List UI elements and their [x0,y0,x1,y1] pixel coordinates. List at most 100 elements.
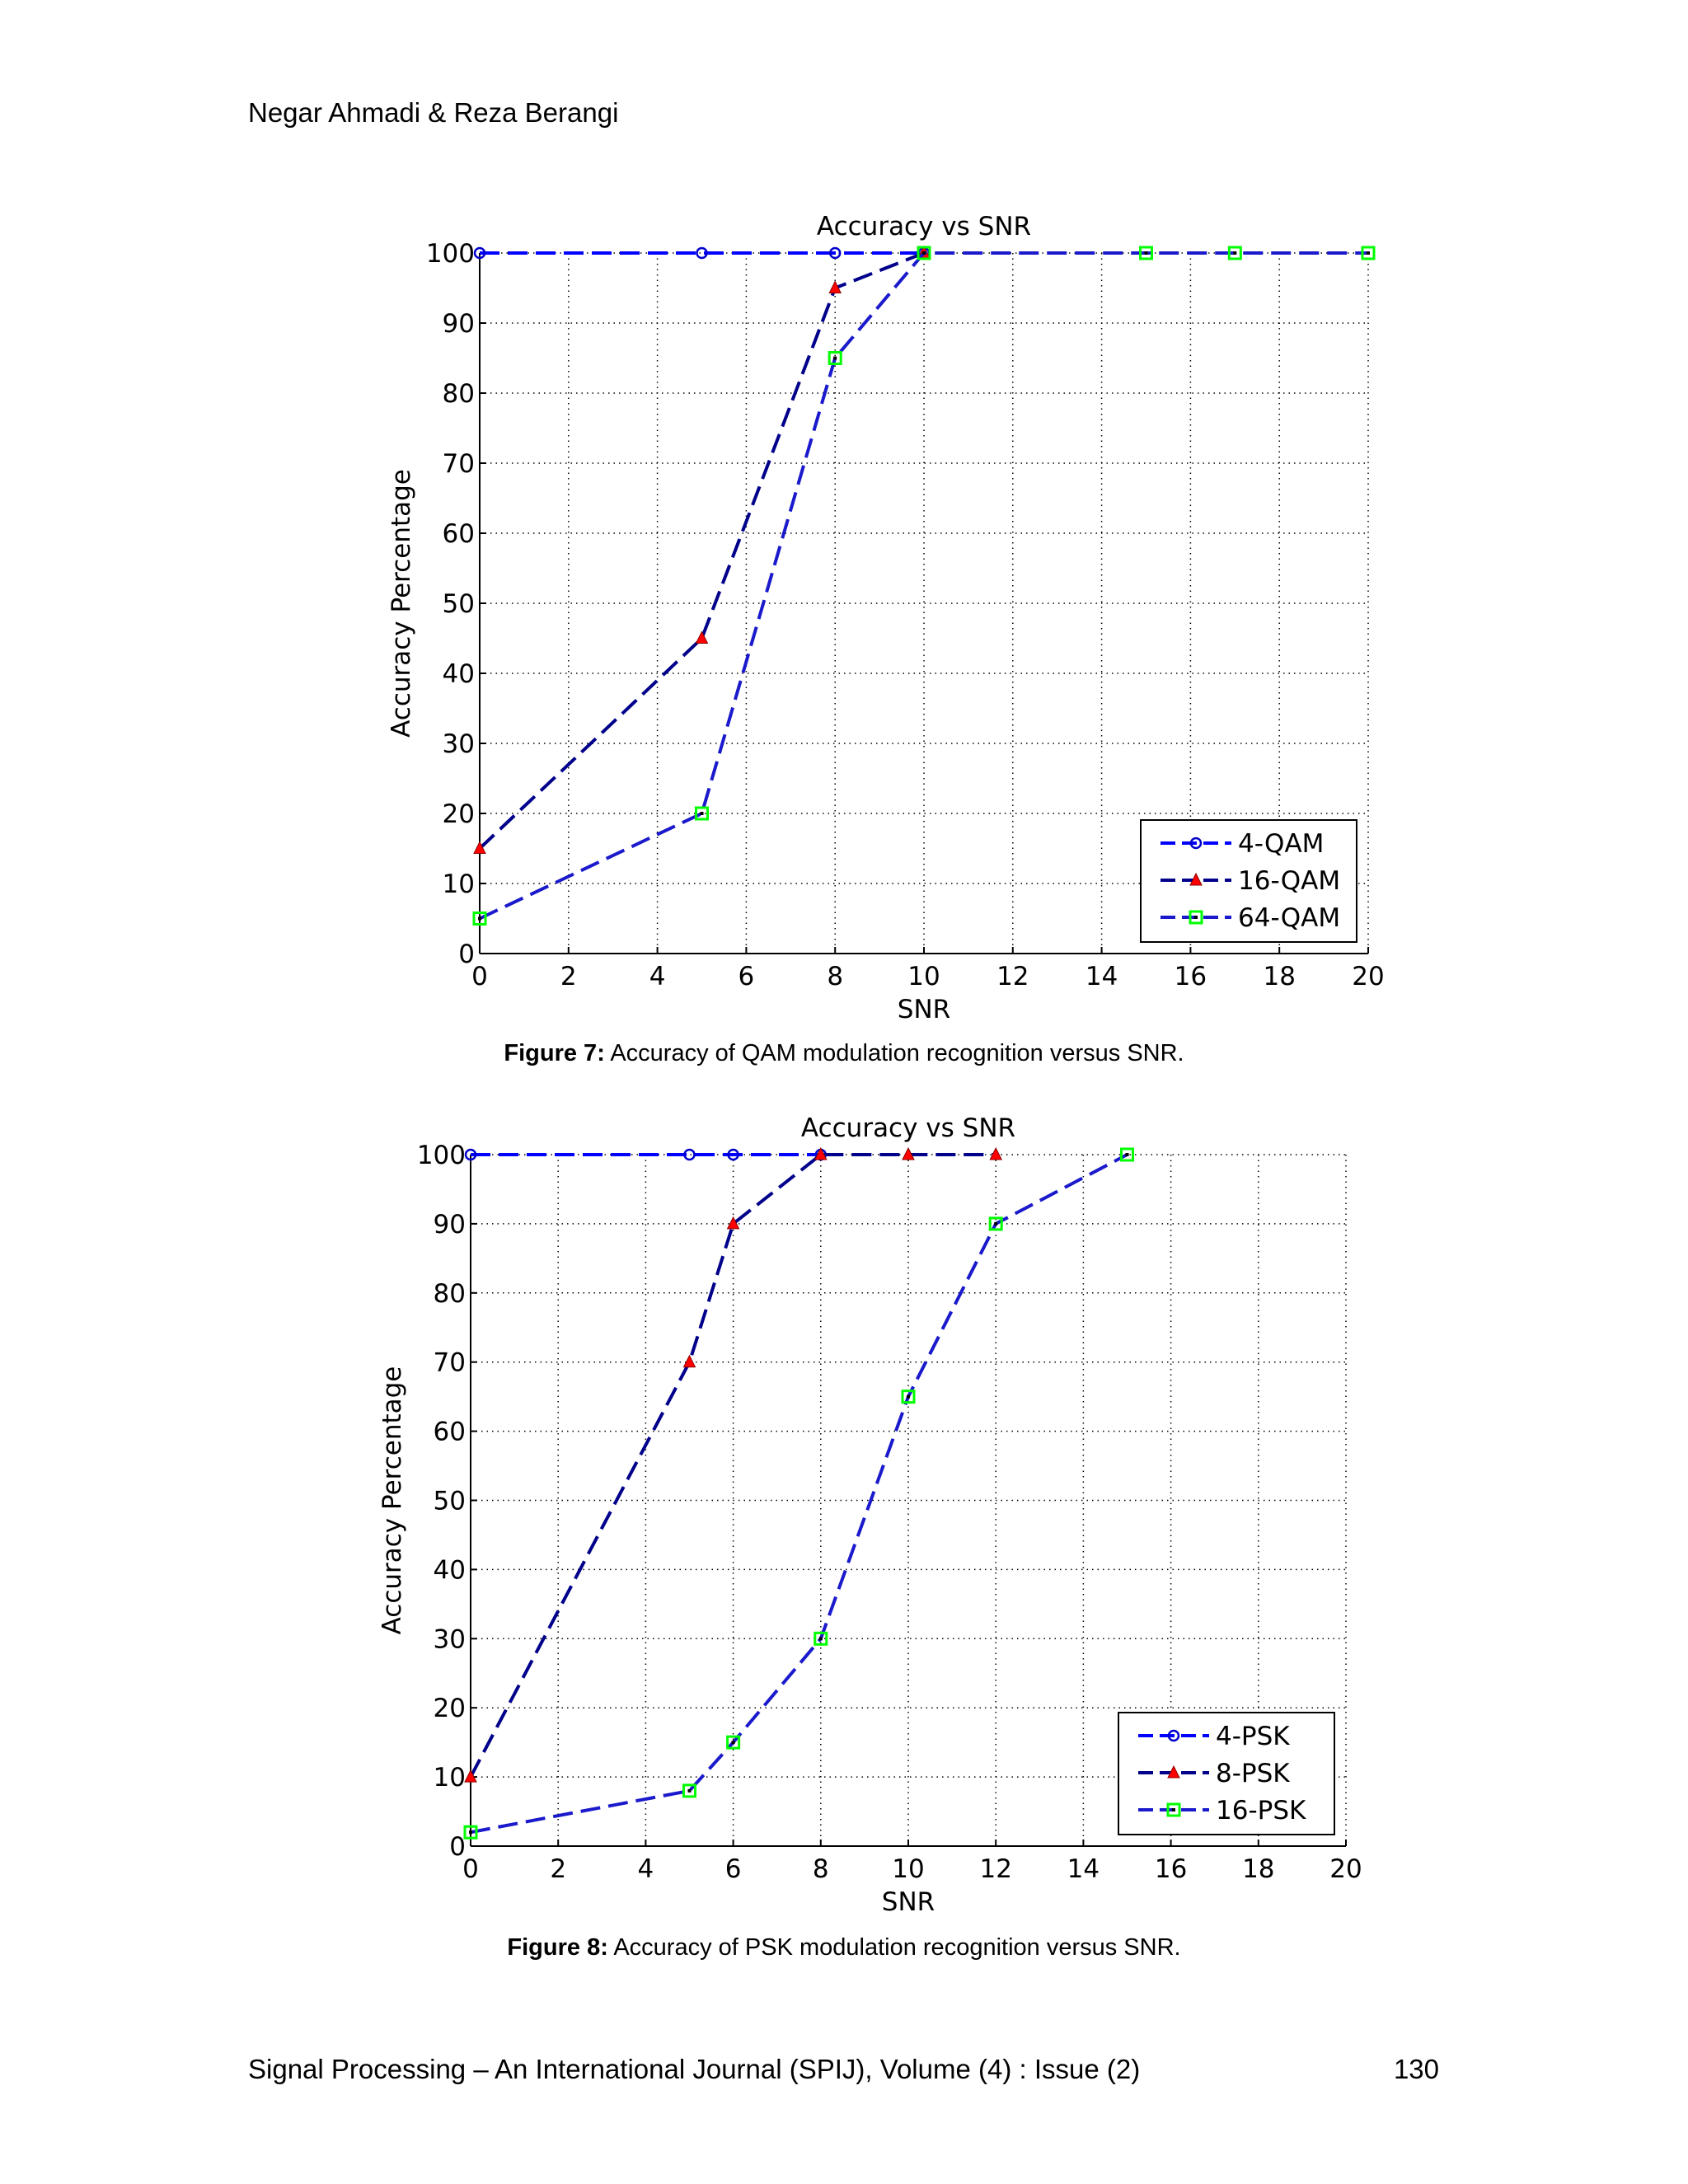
legend-marker [1166,1802,1181,1817]
data-point-16-psk [901,1390,916,1404]
y-axis-label: Accuracy Percentage [387,469,416,738]
y-tick-label: 90 [443,309,475,339]
figure-7-text: Accuracy of QAM modulation recognition v… [604,1040,1184,1066]
y-tick-label: 40 [434,1555,466,1585]
legend-marker [1167,1765,1180,1779]
legend-label: 4-QAM [1238,829,1324,859]
legend-marker [1189,910,1203,925]
y-tick-label: 50 [443,589,475,619]
data-point-8-psk [464,1769,477,1783]
x-tick-label: 12 [996,962,1029,991]
y-tick-label: 20 [443,799,475,829]
data-point-16-psk [988,1216,1003,1231]
x-tick-label: 0 [471,962,488,991]
data-point-16-qam [828,280,842,293]
data-point-16-psk [463,1825,478,1840]
data-point-16-psk-center [907,1394,910,1399]
y-tick-label: 70 [443,449,475,479]
data-point-64-qam [917,246,931,260]
data-point-64-qam-center [1144,251,1148,255]
legend-marker-center [1172,1808,1175,1811]
y-tick-label: 80 [434,1279,466,1309]
legend-marker-center [1194,916,1198,919]
x-tick-label: 12 [979,1854,1011,1884]
data-point-16-psk [1120,1147,1134,1162]
legend: 4-QAM 16-QAM 64-QAM [1140,819,1357,943]
data-point-16-qam [473,841,486,854]
data-point-64-qam [828,351,842,365]
x-tick-label: 14 [1085,962,1118,991]
legend-label: 4-PSK [1216,1722,1290,1751]
x-tick-label: 10 [907,962,940,991]
data-point-4-psk [683,1148,696,1161]
data-point-16-psk-center [1125,1153,1129,1156]
data-point-8-psk [989,1146,1003,1160]
series-line-8-psk [469,1153,996,1779]
x-tick-label: 4 [649,962,666,991]
data-point-16-psk [682,1783,696,1798]
x-tick-label: 20 [1329,1854,1362,1884]
x-tick-label: 20 [1352,962,1384,991]
x-tick-label: 6 [738,962,755,991]
data-point-4-qam [696,246,708,260]
x-axis-label: SNR [898,995,950,1024]
y-tick-label: 100 [417,1141,466,1170]
x-tick-label: 18 [1242,1854,1274,1884]
legend: 4-PSK 8-PSK 16-PSK [1118,1712,1335,1835]
data-point-16-psk-center [818,1637,823,1641]
y-tick-label: 60 [434,1418,466,1447]
data-point-64-qam [1139,246,1153,260]
data-point-4-qam [473,246,486,260]
y-tick-label: 50 [434,1487,466,1516]
data-point-64-qam [472,912,487,926]
data-point-16-psk [814,1631,828,1646]
y-tick-label: 30 [434,1624,466,1654]
y-tick-label: 80 [443,379,475,409]
data-point-16-psk-center [994,1221,998,1226]
x-tick-label: 16 [1155,1854,1187,1884]
legend-label: 16-QAM [1238,866,1340,896]
data-point-16-psk [726,1735,741,1750]
series-8-psk [464,1146,1003,1783]
chart-title: Accuracy vs SNR [817,212,1031,241]
running-header: Negar Ahmadi & Reza Berangi [248,97,619,128]
x-tick-label: 16 [1175,962,1207,991]
psk-accuracy-chart: 0 2 4 6 8 10 12 14 16 18 20 0 10 20 30 40 50 60 70 80 90 100 A… [363,1100,1405,1949]
y-tick-label: 10 [443,869,475,899]
data-point-4-qam [828,246,842,260]
legend-marker [1189,837,1203,850]
data-point-64-qam-center [833,356,837,360]
legend-label: 8-PSK [1216,1759,1290,1788]
y-tick-label: 90 [434,1210,466,1240]
x-tick-label: 2 [550,1854,566,1884]
qam-accuracy-chart: 0 2 4 6 8 10 12 14 16 18 20 0 10 20 30 40 50 60 70 80 90 100 A… [367,198,1414,1047]
legend-label: 64-QAM [1238,903,1340,933]
data-point-8-psk [726,1216,740,1230]
x-tick-label: 10 [892,1854,924,1884]
footer-journal: Signal Processing – An International Jou… [248,2054,1141,2084]
data-point-64-qam-center [922,251,926,255]
x-tick-label: 6 [725,1854,742,1884]
series-16-psk [463,1147,1134,1840]
y-tick-label: 40 [443,659,475,689]
x-tick-label: 4 [638,1854,654,1884]
x-tick-label: 14 [1067,1854,1100,1884]
data-point-64-qam [1227,246,1242,260]
data-point-4-psk [464,1148,477,1161]
x-tick-label: 8 [813,1854,829,1884]
data-point-16-psk-center [731,1741,735,1745]
legend-marker [1167,1729,1180,1742]
x-tick-label: 0 [462,1854,479,1884]
legend-label: 16-PSK [1216,1796,1306,1825]
y-tick-label: 0 [449,1832,466,1862]
y-tick-label: 0 [458,940,475,969]
data-point-64-qam-center [700,812,704,815]
data-point-4-psk [727,1148,739,1161]
data-point-64-qam-center [478,916,481,921]
figure-8-chart: 0 2 4 6 8 10 12 14 16 18 20 0 10 20 30 40 50 60 70 80 90 100 A… [363,1100,1405,1949]
series-64-qam [472,246,1376,926]
y-tick-label: 60 [443,519,475,549]
y-tick-label: 10 [434,1763,466,1793]
data-point-64-qam [695,806,709,821]
legend-box [1118,1712,1335,1835]
